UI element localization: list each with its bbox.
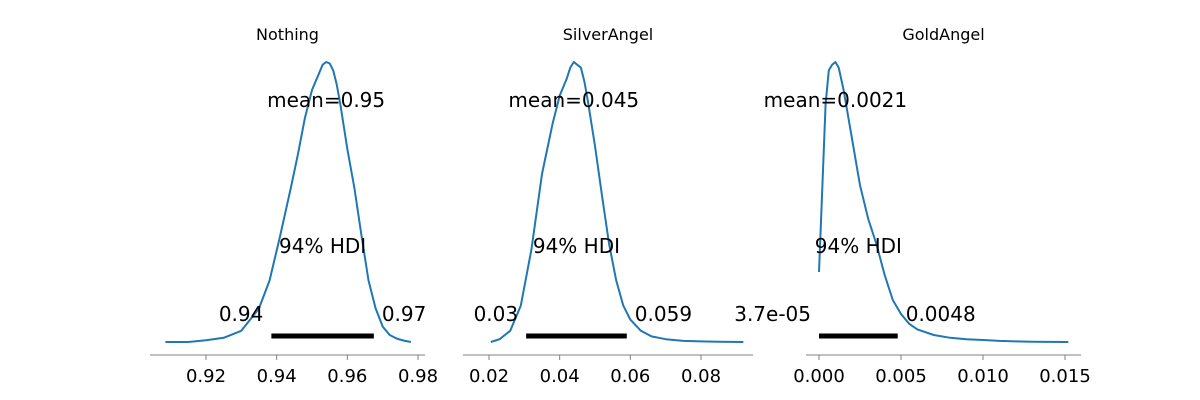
x-tick-label: 0.02 [469, 366, 509, 387]
x-tick-label: 0.92 [186, 366, 226, 387]
panel-goldangel: GoldAngel mean=0.0021 94% HDI 3.7e-05 0.0048… [734, 25, 1091, 387]
x-tick-label: 0.015 [1039, 366, 1091, 387]
density-curve [165, 61, 412, 343]
density-curve [818, 61, 1069, 343]
mean-label: mean=0.0021 [764, 88, 907, 112]
x-tick-label: 0.06 [610, 366, 650, 387]
hdi-label: 94% HDI [815, 234, 902, 258]
x-tick-label: 0.96 [327, 366, 367, 387]
x-tick-label: 0.010 [957, 366, 1009, 387]
panel-nothing: Nothing mean=0.95 94% HDI 0.94 0.97 0.92 0.94 0… [150, 25, 438, 387]
mean-label: mean=0.045 [508, 88, 639, 112]
x-tick-label: 0.005 [875, 366, 927, 387]
panel-silverangel: SilverAngel mean=0.045 94% HDI 0.03 0.059 0.0… [463, 25, 753, 387]
x-tick-label: 0.08 [681, 366, 721, 387]
hdi-low-label: 3.7e-05 [734, 302, 811, 326]
hdi-high-label: 0.0048 [906, 302, 976, 326]
hdi-low-label: 0.94 [219, 302, 264, 326]
x-tick-label: 0.000 [793, 366, 845, 387]
hdi-label: 94% HDI [279, 234, 366, 258]
hdi-high-label: 0.97 [382, 302, 427, 326]
density-curve [490, 61, 744, 343]
panel-title: GoldAngel [902, 25, 984, 44]
hdi-label: 94% HDI [533, 234, 620, 258]
x-tick-label: 0.04 [540, 366, 580, 387]
x-tick-label: 0.98 [398, 366, 438, 387]
panel-title: SilverAngel [563, 25, 653, 44]
x-tick-label: 0.94 [257, 366, 297, 387]
panel-title: Nothing [256, 25, 319, 44]
mean-label: mean=0.95 [267, 88, 385, 112]
hdi-high-label: 0.059 [635, 302, 692, 326]
hdi-low-label: 0.03 [474, 302, 519, 326]
